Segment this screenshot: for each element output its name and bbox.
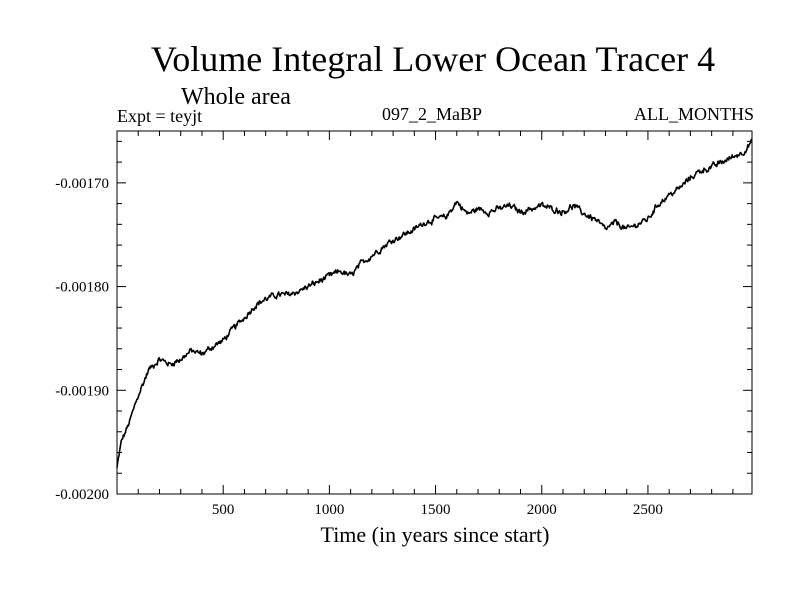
chart-subtitle: Whole area (181, 84, 291, 110)
y-tick-label: -0.00200 (55, 487, 109, 503)
y-tick-label: -0.00180 (55, 280, 109, 296)
x-axis-label: Time (in years since start) (320, 522, 550, 547)
series-line-teyjt (116, 138, 753, 468)
x-tick-label: 2000 (527, 502, 557, 518)
experiment-annotation: Expt = teyjt (117, 106, 203, 126)
y-tick-label: -0.00190 (55, 383, 109, 399)
months-annotation: ALL_MONTHS (634, 104, 754, 124)
x-tick-label: 1500 (421, 502, 451, 518)
period-annotation: 097_2_MaBP (382, 104, 483, 124)
chart-title: Volume Integral Lower Ocean Tracer 4 (150, 39, 716, 79)
x-tick-label: 1000 (314, 502, 344, 518)
x-tick-label: 500 (212, 502, 235, 518)
x-tick-label: 2500 (633, 502, 663, 518)
plot-frame (116, 130, 753, 495)
y-tick-label: -0.00170 (55, 176, 109, 192)
